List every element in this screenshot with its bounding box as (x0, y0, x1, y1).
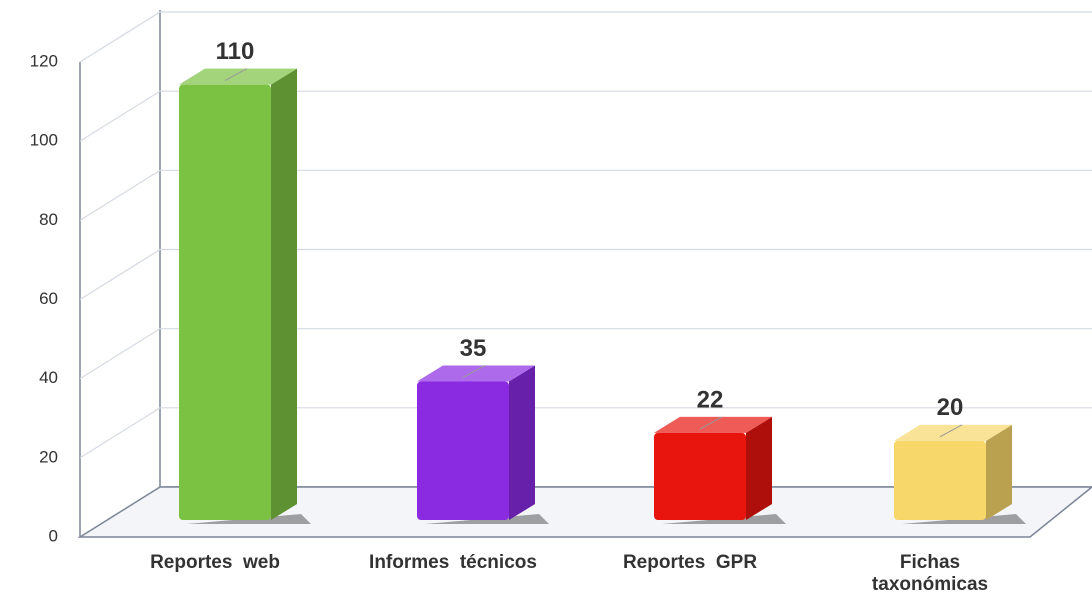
label-leader (939, 424, 963, 438)
floor (77, 486, 1092, 538)
value-label: 20 (937, 394, 964, 421)
bar-front (179, 84, 271, 520)
bar-top-light (894, 424, 1012, 441)
grid-line (79, 407, 1092, 459)
bar-side (746, 416, 772, 520)
bar-top-light (654, 416, 772, 433)
grid-line (79, 11, 1092, 63)
bar (179, 68, 311, 524)
y-tick-label: 60 (39, 289, 58, 308)
x-tick-label: Fichas taxonómicas (871, 552, 989, 595)
bar-side-shade (746, 416, 772, 520)
x-tick-label: Informes técnicos (369, 552, 537, 573)
bar (894, 424, 1026, 524)
y-tick-label: 20 (39, 447, 58, 466)
bar-side (271, 68, 297, 520)
bar-side-shade (986, 424, 1012, 520)
label-leader (224, 68, 248, 82)
bar-top (417, 365, 535, 382)
x-tick-label: Reportes GPR (622, 552, 758, 573)
y-tick-label: 80 (39, 210, 58, 229)
y-tick-label: 100 (30, 131, 58, 150)
bar-top (894, 424, 1012, 441)
bar-top-light (417, 365, 535, 382)
x-tick-label: Reportes web (150, 552, 280, 573)
bar-side (509, 365, 535, 520)
bar-front (654, 432, 746, 520)
bar-front (894, 440, 986, 520)
bar-side-shade (271, 68, 297, 520)
value-label: 35 (460, 335, 487, 362)
bar-top-light (179, 68, 297, 85)
grid-line (79, 90, 1092, 142)
value-label: 110 (216, 38, 255, 65)
y-tick-label: 40 (39, 368, 58, 387)
y-tick-label: 120 (30, 51, 58, 70)
bar-top (179, 68, 297, 85)
bar (654, 416, 786, 524)
grid-line (79, 169, 1092, 221)
y-tick-label: 0 (49, 526, 58, 545)
value-label: 22 (697, 386, 724, 413)
grid-line (79, 328, 1092, 380)
bar (417, 365, 549, 524)
bar-front (417, 381, 509, 520)
bar-top (654, 416, 772, 433)
bar-side (986, 424, 1012, 520)
label-leader (699, 416, 723, 430)
label-leader (462, 365, 486, 378)
grid-line (79, 248, 1092, 301)
bar-side-shade (509, 365, 535, 520)
